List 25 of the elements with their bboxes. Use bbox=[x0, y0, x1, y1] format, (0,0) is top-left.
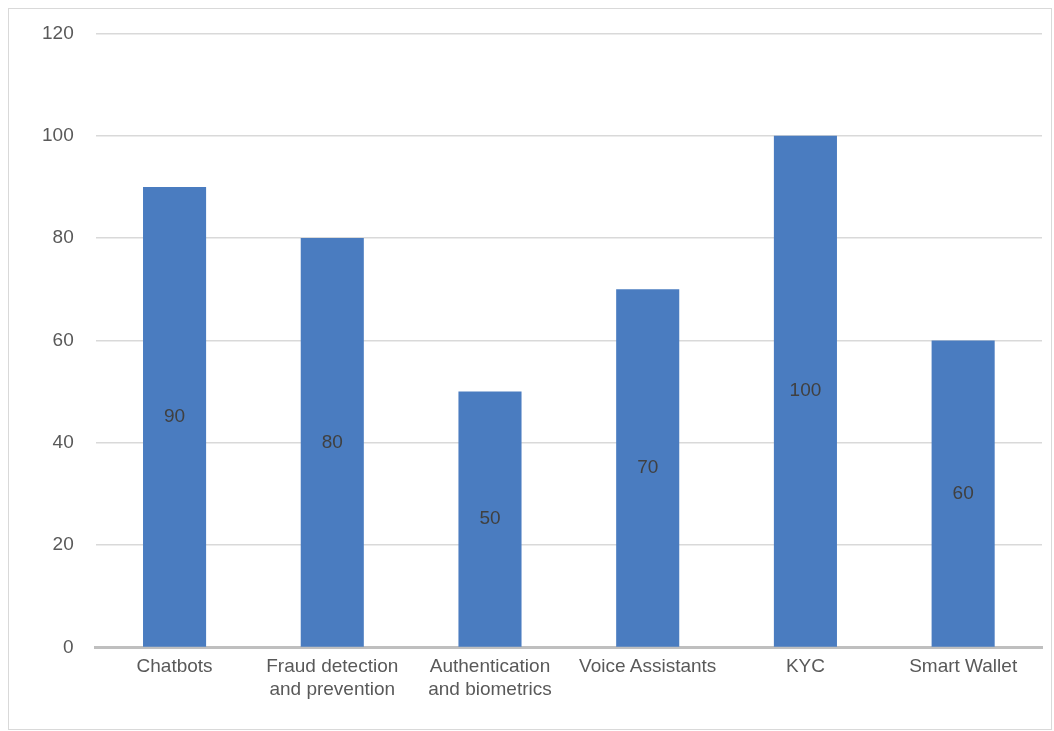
data-label: 80 bbox=[321, 430, 343, 452]
y-tick-label: 20 bbox=[52, 533, 74, 555]
x-tick-label: Smart Wallet bbox=[909, 655, 1018, 677]
data-label: 70 bbox=[637, 456, 659, 478]
x-tick-label: Fraud detection and prevention bbox=[266, 655, 399, 699]
y-tick-label: 40 bbox=[52, 430, 74, 452]
data-label: 90 bbox=[163, 405, 186, 427]
y-tick-label: 60 bbox=[52, 328, 74, 350]
bar bbox=[773, 135, 837, 647]
x-tick-label: Authentication and biometrics bbox=[428, 655, 552, 699]
data-label: 100 bbox=[789, 379, 822, 401]
data-label: 60 bbox=[952, 481, 974, 503]
y-tick-label: 100 bbox=[42, 123, 74, 145]
y-tick-label: 80 bbox=[52, 226, 74, 248]
bar bbox=[300, 238, 364, 647]
bar bbox=[143, 186, 207, 647]
y-tick-label: 120 bbox=[42, 21, 74, 43]
bar bbox=[616, 289, 680, 647]
y-tick-label: 0 bbox=[63, 635, 74, 657]
x-tick-label: Chatbots bbox=[136, 655, 213, 677]
x-tick-label: Voice Assistants bbox=[579, 655, 717, 677]
x-tick-label: KYC bbox=[785, 655, 825, 677]
data-label: 50 bbox=[479, 507, 501, 529]
bar bbox=[931, 340, 995, 647]
bar bbox=[458, 391, 522, 647]
